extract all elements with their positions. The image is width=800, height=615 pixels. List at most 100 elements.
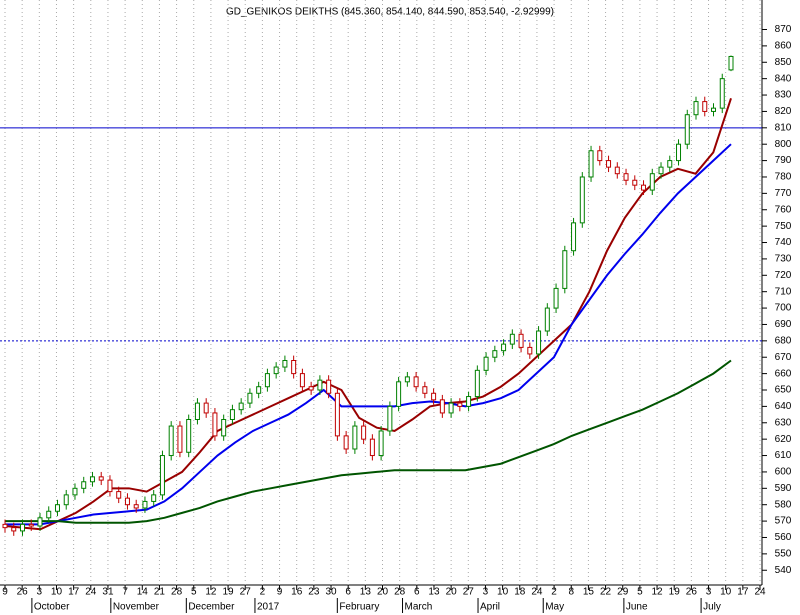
candle-body — [466, 396, 472, 407]
candle-body — [501, 343, 507, 352]
candle-body — [527, 346, 533, 355]
x-tick-label: 14 — [137, 587, 149, 598]
candle-body — [334, 392, 340, 437]
candle-body — [194, 402, 200, 420]
x-tick-label: 9 — [2, 587, 8, 598]
x-tick-label: 12 — [205, 587, 217, 598]
x-tick-label: 9 — [277, 587, 283, 598]
y-tick-label: 560 — [775, 532, 792, 543]
y-tick-label: 590 — [775, 483, 792, 494]
x-tick-label: 28 — [394, 587, 406, 598]
candle-body — [256, 386, 262, 394]
y-tick-label: 740 — [775, 237, 792, 248]
candle-body — [536, 330, 542, 355]
x-tick-label: 27 — [463, 587, 475, 598]
y-tick-label: 830 — [775, 90, 792, 101]
x-tick-label: 6 — [414, 587, 420, 598]
candle-body — [702, 101, 708, 112]
candle-body — [89, 476, 95, 483]
candle-body — [124, 497, 130, 506]
x-tick-label: 24 — [754, 587, 766, 598]
candle-body — [492, 350, 498, 358]
candle-body — [378, 430, 384, 457]
x-tick-label: 17 — [737, 587, 749, 598]
candle-body — [11, 527, 17, 532]
y-tick-label: 780 — [775, 172, 792, 183]
candle-body — [98, 476, 104, 481]
month-label: December — [188, 602, 235, 613]
y-tick-label: 650 — [775, 385, 792, 396]
x-tick-label: 7 — [122, 587, 128, 598]
candle-body — [2, 523, 8, 529]
x-tick-label: 3 — [706, 587, 712, 598]
x-tick-label: 20 — [446, 587, 458, 598]
x-tick-label: 5 — [637, 587, 643, 598]
month-label: 2017 — [257, 602, 280, 613]
candle-body — [693, 101, 699, 116]
y-tick-label: 580 — [775, 499, 792, 510]
candle-body — [641, 184, 647, 191]
candle-body — [404, 376, 410, 383]
chart-title: GD_GENIKOS DEIKTHS (845.360, 854.140, 84… — [226, 7, 554, 18]
x-tick-label: 30 — [325, 587, 337, 598]
candle-body — [483, 356, 489, 371]
candle-body — [562, 250, 568, 289]
candle-body — [116, 491, 122, 499]
candle-body — [19, 523, 25, 532]
candle-body — [203, 402, 209, 414]
candle-body — [291, 360, 297, 375]
candle-body — [632, 179, 638, 186]
candle-body — [282, 360, 288, 368]
candle-body — [46, 510, 52, 519]
month-label: April — [480, 602, 500, 613]
candle-body — [299, 373, 305, 388]
y-tick-label: 600 — [775, 467, 792, 478]
candle-body — [168, 425, 174, 457]
candle-body — [326, 379, 332, 394]
y-tick-label: 570 — [775, 516, 792, 527]
y-tick-label: 720 — [775, 270, 792, 281]
x-tick-label: 8 — [568, 587, 574, 598]
candle-body — [54, 504, 60, 512]
candle-body — [238, 402, 244, 411]
candle-body — [308, 386, 314, 391]
y-tick-label: 640 — [775, 401, 792, 412]
candle-body — [317, 379, 323, 391]
x-tick-label: 27 — [240, 587, 252, 598]
x-tick-label: 23 — [308, 587, 320, 598]
x-tick-label: 19 — [669, 587, 681, 598]
x-tick-label: 10 — [497, 587, 509, 598]
x-tick-label: 2 — [260, 587, 266, 598]
candle-body — [711, 107, 717, 112]
candle-body — [597, 150, 603, 162]
x-tick-label: 16 — [291, 587, 303, 598]
x-tick-label: 24 — [531, 587, 543, 598]
month-label: June — [626, 602, 648, 613]
x-tick-label: 5 — [191, 587, 197, 598]
candle-body — [361, 425, 367, 440]
candle-body — [474, 369, 480, 398]
candle-body — [606, 160, 612, 168]
y-tick-label: 670 — [775, 352, 792, 363]
month-label: July — [703, 602, 721, 613]
candle-body — [151, 494, 157, 502]
candle-body — [719, 78, 725, 109]
x-tick-label: 13 — [428, 587, 440, 598]
x-tick-label: 2 — [551, 587, 557, 598]
x-tick-label: 19 — [223, 587, 235, 598]
candle-body — [553, 287, 559, 309]
candle-body — [728, 55, 734, 71]
candle-body — [352, 425, 358, 450]
candle-body — [431, 392, 437, 401]
candle-body — [457, 402, 463, 407]
x-tick-label: 18 — [514, 587, 526, 598]
candle-body — [413, 376, 419, 388]
moving-average-line — [5, 143, 732, 526]
y-tick-label: 770 — [775, 188, 792, 199]
y-tick-label: 630 — [775, 417, 792, 428]
y-tick-label: 660 — [775, 368, 792, 379]
y-tick-label: 810 — [775, 122, 792, 133]
y-tick-label: 710 — [775, 286, 792, 297]
x-tick-label: 21 — [154, 587, 166, 598]
